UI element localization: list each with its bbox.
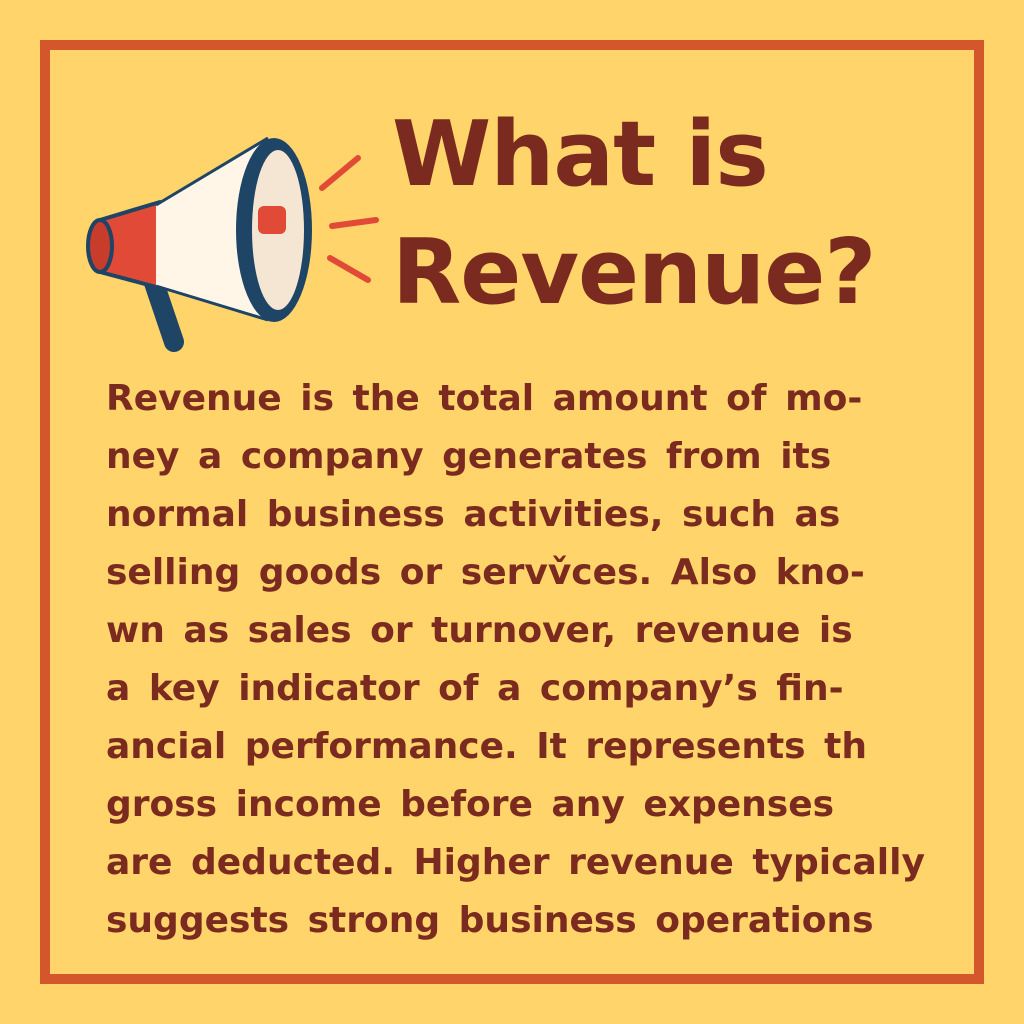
paragraph-line: Revenue is the total amount of mo- <box>106 378 863 419</box>
title-line-1: What is <box>392 102 769 207</box>
paragraph-line: suggests strong business operations <box>106 900 874 941</box>
paragraph-line: a key indicator of a company’s fin- <box>106 668 844 709</box>
revenue-definition-paragraph: Revenue is the total amount of mo- ney a… <box>106 370 966 950</box>
paragraph-line: selling goods or servv̌ces. Also kno- <box>106 552 865 593</box>
megaphone-icon <box>86 136 379 352</box>
paragraph-line: gross income before any expenses <box>106 784 835 825</box>
paragraph-line: ancial performance. It represents th <box>106 726 867 767</box>
paragraph-line: ney a company generates from its <box>106 436 832 477</box>
paragraph-line: are deducted. Higher revenue typically <box>106 842 925 883</box>
paragraph-line: wn as sales or turnover, revenue is <box>106 610 853 651</box>
title-line-2: Revenue? <box>392 220 876 325</box>
page-title: What is Revenue? <box>392 96 876 332</box>
paragraph-line: normal business activities, such as <box>106 494 841 535</box>
